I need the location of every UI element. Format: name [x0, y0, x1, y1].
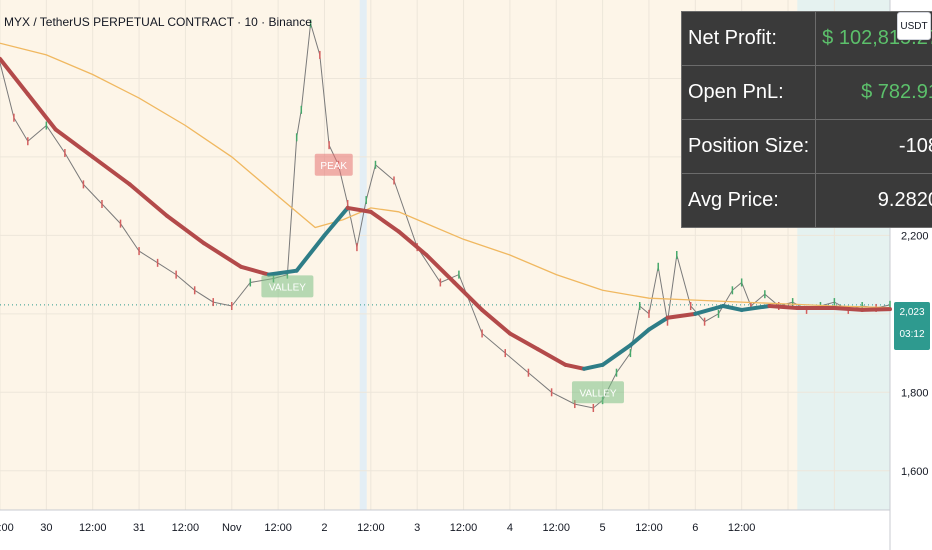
fast-moving-average-segment	[563, 362, 587, 371]
fast-moving-average-segment	[294, 233, 327, 273]
x-tick-label: 30	[40, 522, 52, 534]
fast-moving-average-segment	[739, 304, 772, 312]
stats-row-position-size: Position Size: -108	[680, 119, 932, 174]
x-tick-label: 12:00	[0, 522, 14, 534]
fast-moving-average-segment	[507, 331, 540, 352]
x-tick-label: 6	[692, 522, 698, 534]
stats-label: Avg Price:	[680, 173, 817, 228]
fast-moving-average-segment	[646, 315, 670, 332]
stats-value: $ 782.91	[815, 65, 932, 120]
signal-label-text: PEAK	[320, 161, 347, 172]
time-axis	[0, 510, 890, 550]
y-tick-label: 1,600	[901, 466, 929, 478]
fast-moving-average-segment	[665, 311, 698, 320]
stats-row-open-pnl: Open PnL: $ 782.91	[680, 65, 932, 120]
fast-moving-average-segment	[239, 264, 271, 277]
signal-label-text: VALLEY	[579, 388, 616, 399]
signal-label-box	[261, 275, 314, 298]
fast-moving-average-segment	[345, 205, 373, 214]
x-tick-label: 12:00	[172, 522, 200, 534]
symbol-header: MYX / TetherUS PERPETUAL CONTRACT · 10 ·…	[4, 15, 312, 29]
fast-moving-average-segment	[322, 205, 350, 238]
x-tick-label: 12:00	[79, 522, 107, 534]
y-tick-label: 1,800	[901, 387, 929, 399]
fast-moving-average-segment	[53, 127, 95, 159]
signal-label: VALLEY	[261, 275, 314, 298]
stats-label: Open PnL:	[680, 65, 817, 120]
x-tick-label: 12:00	[728, 522, 756, 534]
fast-moving-average-segment	[600, 343, 633, 367]
fast-moving-average-segment	[860, 307, 892, 312]
fast-moving-average-segment	[721, 304, 744, 312]
currency-unit-button[interactable]: USDT	[897, 12, 931, 40]
x-tick-label: 12:00	[357, 522, 385, 534]
x-tick-label: 12:00	[542, 522, 570, 534]
fast-moving-average-segment	[452, 280, 485, 312]
x-tick-label: Nov	[222, 522, 242, 534]
fast-moving-average-segment	[164, 213, 206, 246]
fast-moving-average-segment	[628, 327, 651, 348]
fast-moving-average-segment	[424, 253, 457, 285]
slow-moving-average-line	[0, 42, 891, 309]
x-tick-label: 12:00	[635, 522, 663, 534]
stats-label: Position Size:	[680, 119, 817, 174]
signal-label-text: VALLEY	[269, 282, 306, 293]
x-tick-label: 12:00	[450, 522, 478, 534]
strategy-stats-table: Net Profit: $ 102,815.27 Open PnL: $ 782…	[680, 11, 932, 228]
fast-moving-average-segment	[25, 92, 58, 132]
fast-moving-average-segment	[767, 304, 800, 310]
x-tick-label: 12:00	[264, 522, 292, 534]
current-price-value: 2,023	[899, 307, 925, 318]
fast-moving-average-segment	[201, 241, 244, 269]
stats-row-avg-price: Avg Price: 9.2820	[680, 173, 932, 228]
x-tick-label: 5	[600, 522, 606, 534]
fast-moving-average-segment	[480, 307, 512, 336]
stats-value: 9.2820	[815, 173, 932, 228]
current-price-tag: 2,023 03:12	[894, 302, 930, 350]
bar-countdown: 03:12	[899, 329, 925, 340]
x-tick-label: 3	[414, 522, 420, 534]
stats-row-net-profit: Net Profit: $ 102,815.27	[680, 11, 932, 66]
x-tick-label: 31	[133, 522, 145, 534]
fast-moving-average-segment	[127, 182, 169, 218]
signal-label-box	[571, 381, 624, 404]
fast-moving-average-segment	[90, 154, 132, 187]
fast-moving-average-segment	[0, 56, 30, 97]
y-tick-label: 2,200	[901, 230, 929, 242]
stats-label: Net Profit:	[680, 11, 817, 66]
x-tick-label: 4	[507, 522, 513, 534]
fast-moving-average-segment	[832, 305, 865, 312]
fast-moving-average-segment	[266, 268, 299, 277]
signal-label: PEAK	[314, 153, 353, 176]
signal-label: VALLEY	[571, 381, 624, 404]
fast-moving-average-segment	[693, 304, 726, 316]
fast-moving-average-segment	[368, 209, 401, 234]
x-tick-label: 2	[321, 522, 327, 534]
fast-moving-average-segment	[535, 347, 568, 367]
fast-moving-average-segment	[582, 362, 605, 371]
stats-value: -108	[815, 119, 932, 174]
fast-moving-average-segment	[396, 229, 429, 257]
session-highlight	[359, 0, 367, 510]
signal-label-box	[314, 153, 353, 176]
